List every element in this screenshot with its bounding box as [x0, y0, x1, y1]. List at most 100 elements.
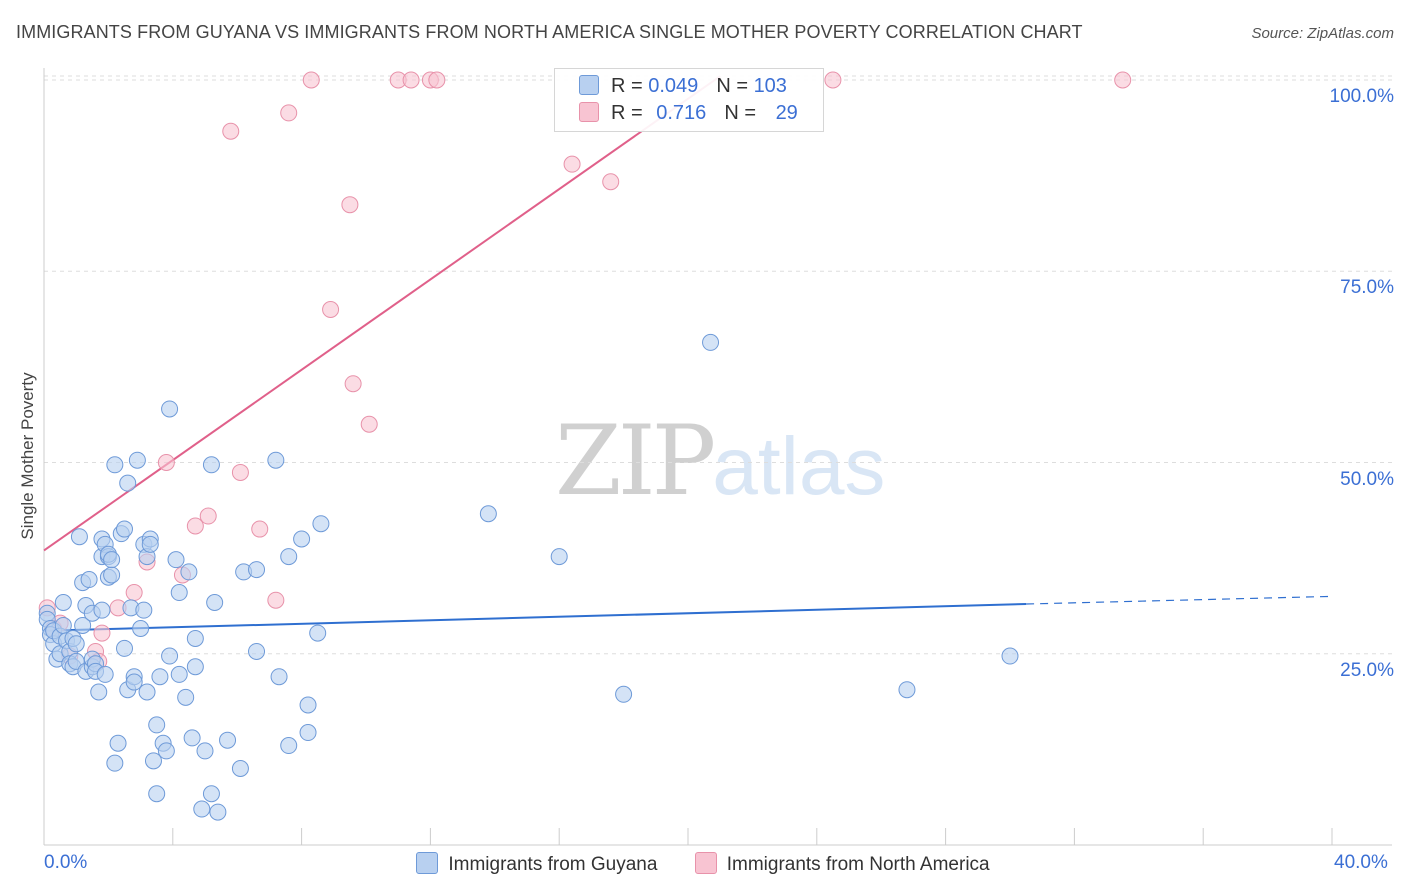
legend-swatch-north-america — [579, 102, 599, 122]
point-guyana — [170, 665, 188, 683]
point-north-america — [267, 591, 285, 609]
point-north-america — [302, 71, 320, 89]
point-north-america — [199, 507, 217, 525]
point-north-america — [280, 104, 298, 122]
point-north-america — [157, 454, 175, 471]
point-guyana — [125, 673, 143, 691]
points-guyana — [38, 333, 1019, 821]
point-guyana — [299, 696, 317, 714]
point-guyana — [54, 593, 72, 611]
point-guyana — [202, 785, 220, 803]
trend-guyana — [43, 595, 1333, 632]
point-guyana — [299, 724, 317, 742]
y-tick-label: 100.0% — [1329, 86, 1394, 107]
point-guyana — [550, 548, 568, 566]
point-north-america — [125, 584, 143, 602]
watermark: ZIPatlas — [555, 405, 885, 517]
point-guyana — [135, 601, 153, 619]
point-guyana — [70, 528, 88, 546]
legend-swatch-guyana — [416, 852, 439, 874]
legend-swatch-north-america — [694, 852, 717, 874]
point-guyana — [1001, 647, 1019, 665]
point-guyana — [116, 520, 133, 538]
point-guyana — [219, 731, 237, 749]
legend-n-value-north-america: 29 — [775, 102, 798, 124]
legend-r-value-north-america: 0.716 — [656, 102, 707, 124]
y-tick-label: 50.0% — [1340, 468, 1394, 490]
point-guyana — [479, 505, 497, 523]
point-north-america — [186, 517, 204, 535]
legend-row-north-america: R = 0.716 N = 29 — [579, 102, 798, 126]
point-guyana — [248, 642, 266, 660]
point-guyana — [280, 548, 298, 566]
legend-n-label: N = — [716, 75, 754, 97]
point-guyana — [702, 333, 720, 351]
point-north-america — [231, 463, 249, 481]
point-guyana — [193, 800, 211, 818]
legend-item-north-america[interactable]: Immigrants from North America — [694, 852, 990, 876]
point-north-america — [602, 173, 620, 191]
legend-n-value-guyana: 103 — [753, 75, 787, 97]
points-north-america — [38, 71, 1132, 670]
point-guyana — [161, 647, 179, 665]
point-guyana — [106, 754, 124, 772]
point-guyana — [90, 683, 108, 701]
point-guyana — [248, 561, 266, 579]
point-guyana — [141, 535, 159, 553]
point-guyana — [293, 530, 311, 548]
source-label[interactable]: Source: ZipAtlas.com — [1251, 25, 1394, 42]
point-guyana — [109, 734, 127, 752]
point-north-america — [402, 71, 420, 89]
legend-r-label: R = — [611, 102, 649, 124]
point-north-america — [322, 301, 340, 318]
point-north-america — [341, 196, 359, 214]
point-guyana — [186, 629, 204, 647]
point-guyana — [157, 742, 175, 760]
point-guyana — [196, 742, 214, 760]
point-guyana — [106, 456, 124, 474]
point-guyana — [67, 635, 85, 653]
point-guyana — [202, 456, 220, 474]
legend-row-guyana: R = 0.049 N = 103 — [579, 75, 787, 99]
legend-item-guyana[interactable]: Immigrants from Guyana — [416, 852, 657, 876]
point-guyana — [180, 563, 198, 581]
chart-title: IMMIGRANTS FROM GUYANA VS IMMIGRANTS FRO… — [16, 22, 1083, 42]
point-guyana — [177, 688, 195, 706]
correlation-legend: R = 0.049 N = 103 R = 0.716 N = 29 — [554, 68, 824, 132]
point-north-america — [93, 624, 111, 642]
point-guyana — [151, 668, 169, 686]
trend-line-guyana-extension — [1026, 595, 1333, 605]
y-tick-label: 75.0% — [1340, 277, 1394, 299]
point-guyana — [148, 716, 166, 734]
point-guyana — [209, 803, 227, 821]
point-north-america — [824, 71, 842, 89]
point-guyana — [132, 620, 150, 638]
point-north-america — [360, 415, 378, 433]
point-north-america — [222, 122, 240, 140]
point-guyana — [167, 551, 185, 569]
point-guyana — [93, 601, 111, 619]
point-guyana — [270, 668, 288, 686]
point-guyana — [161, 400, 179, 418]
legend-swatch-guyana — [579, 75, 599, 95]
point-guyana — [312, 515, 330, 533]
point-north-america — [344, 375, 362, 393]
point-guyana — [148, 785, 166, 803]
legend-label-guyana: Immigrants from Guyana — [448, 854, 658, 875]
point-guyana — [898, 681, 916, 699]
series-legend: Immigrants from Guyana Immigrants from N… — [0, 852, 1406, 876]
legend-n-label: N = — [724, 102, 762, 124]
point-guyana — [116, 639, 133, 657]
point-guyana — [170, 584, 188, 602]
point-north-america — [1114, 71, 1132, 89]
point-north-america — [563, 155, 581, 173]
point-guyana — [206, 593, 224, 611]
point-guyana — [231, 760, 249, 777]
point-guyana — [280, 737, 298, 755]
x-tick-label-min: 0.0% — [44, 852, 88, 873]
point-guyana — [103, 551, 121, 569]
watermark-zip: ZIP — [555, 405, 716, 517]
point-guyana — [186, 658, 204, 676]
legend-label-north-america: Immigrants from North America — [726, 854, 990, 875]
point-north-america — [251, 520, 269, 538]
